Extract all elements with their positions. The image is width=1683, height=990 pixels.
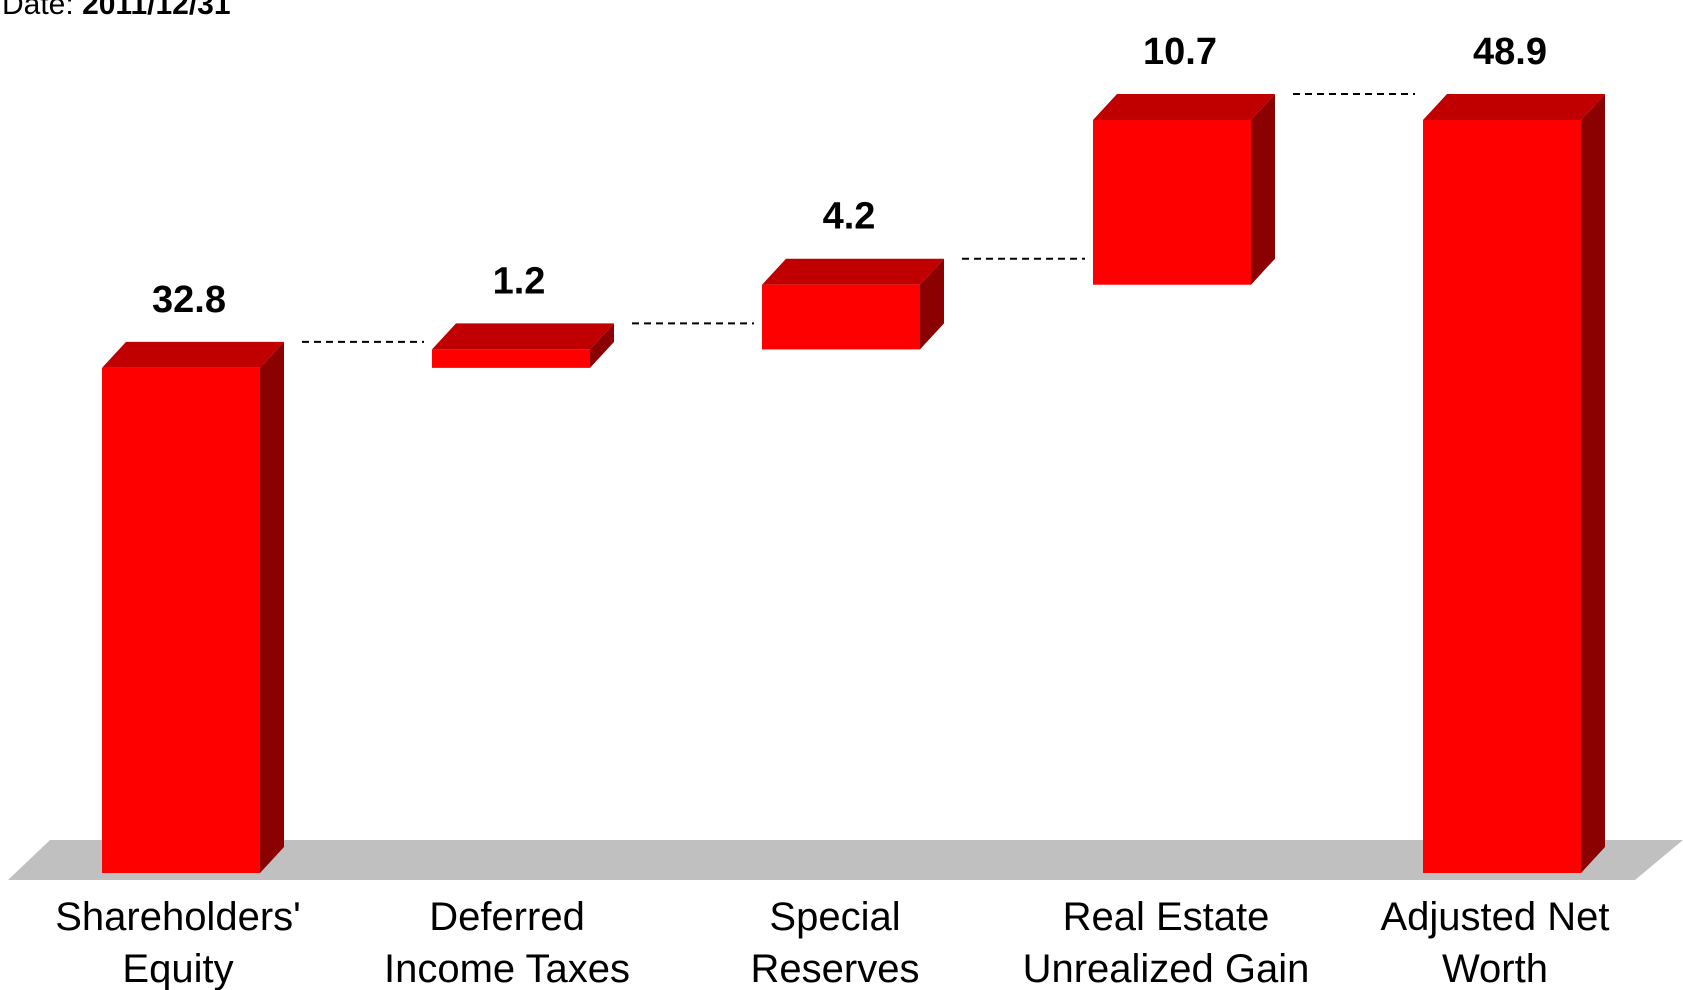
category-label-line: Adjusted Net	[1380, 895, 1609, 939]
category-label: Special Reserves	[751, 895, 920, 990]
date-value: 2011/12/31	[82, 0, 231, 21]
connector-layer	[302, 92, 1415, 343]
bar-side	[590, 323, 614, 368]
category-label-line: Deferred	[429, 895, 585, 939]
value-label: 1.2	[493, 260, 546, 302]
bar-5	[1423, 93, 1605, 873]
category-label-line: Special	[769, 895, 900, 939]
bar-front	[1093, 119, 1251, 285]
category-label: Real Estate Unrealized Gain	[1023, 895, 1310, 990]
value-label-layer: 32.8 1.2 4.2 10.7 48.9	[152, 31, 1547, 321]
date-line: Date: 2011/12/31	[2, 0, 231, 22]
category-label-line: Shareholders'	[55, 895, 301, 939]
value-label: 4.2	[823, 196, 876, 238]
bar-front	[102, 367, 260, 873]
bar-side	[920, 258, 944, 350]
bar-4	[1093, 93, 1275, 285]
bar-front	[432, 349, 590, 368]
value-label: 48.9	[1473, 31, 1547, 73]
bar-1	[102, 341, 284, 873]
category-label: Shareholders' Equity	[55, 895, 301, 990]
bar-side	[260, 341, 284, 873]
category-label-line: Equity	[122, 947, 233, 990]
category-label-line: Unrealized Gain	[1023, 947, 1310, 990]
bar-top	[1093, 93, 1275, 120]
bar-side	[1581, 93, 1605, 873]
category-label: Deferred Income Taxes	[384, 895, 630, 990]
bar-3	[762, 258, 944, 350]
bar-front	[762, 284, 920, 350]
chart-floor	[8, 840, 1683, 880]
bar-top	[432, 323, 614, 350]
bar-top	[1423, 93, 1605, 120]
bar-side	[1251, 93, 1275, 285]
bar-2	[432, 323, 614, 368]
category-label: Adjusted Net Worth	[1380, 895, 1609, 990]
bar-top	[102, 341, 284, 368]
category-label-line: Income Taxes	[384, 947, 630, 990]
category-label-line: Worth	[1442, 947, 1548, 990]
value-label: 10.7	[1143, 31, 1217, 73]
value-label: 32.8	[152, 279, 226, 321]
category-label-layer: Shareholders' Equity Deferred Income Taxes S…	[55, 895, 1609, 990]
chart-floor-layer	[8, 840, 1683, 880]
bar-front	[1423, 119, 1581, 873]
bar-layer	[102, 93, 1605, 873]
category-label-line: Reserves	[751, 947, 920, 990]
category-label-line: Real Estate	[1063, 895, 1270, 939]
date-label: Date:	[2, 0, 74, 21]
bar-top	[762, 258, 944, 285]
